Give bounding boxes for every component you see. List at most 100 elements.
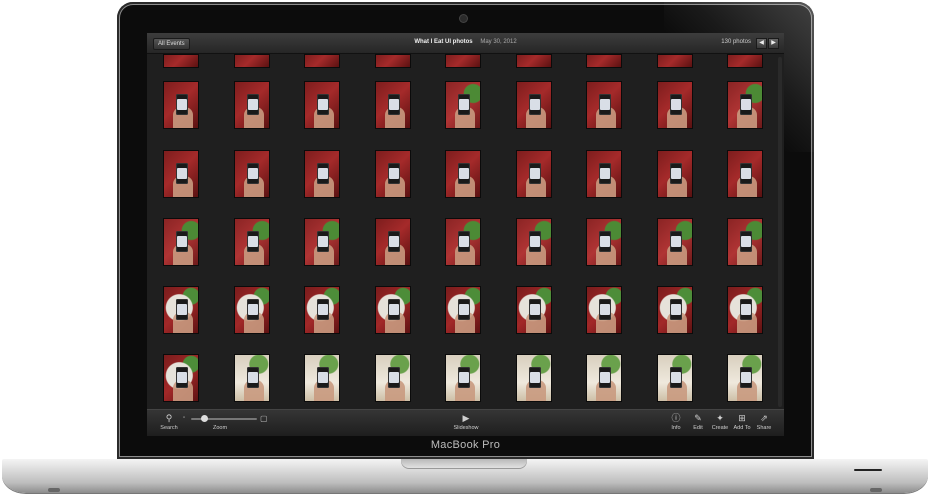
photo-thumbnail[interactable] xyxy=(727,218,763,266)
zoom-large-icon: ▢ xyxy=(260,414,268,423)
edit-label: Edit xyxy=(693,425,703,431)
photo-thumbnail[interactable] xyxy=(234,54,270,68)
opening-notch xyxy=(401,459,527,469)
all-events-button[interactable]: All Events xyxy=(153,38,190,50)
photo-thumbnail[interactable] xyxy=(516,218,552,266)
add-to-button[interactable]: ⊞ Add To xyxy=(728,413,756,431)
photo-thumbnail[interactable] xyxy=(375,150,411,198)
photo-thumbnail[interactable] xyxy=(586,54,622,68)
photo-thumbnail[interactable] xyxy=(234,150,270,198)
photo-thumbnail[interactable] xyxy=(727,286,763,334)
share-icon: ⇗ xyxy=(760,413,768,423)
photo-thumbnail[interactable] xyxy=(586,286,622,334)
photo-thumbnail[interactable] xyxy=(586,218,622,266)
photo-thumbnail[interactable] xyxy=(516,81,552,129)
info-label: Info xyxy=(671,425,681,431)
photo-thumbnail[interactable] xyxy=(516,354,552,402)
photo-thumbnail[interactable] xyxy=(516,54,552,68)
photo-thumbnail[interactable] xyxy=(163,286,199,334)
photo-thumbnail[interactable] xyxy=(375,354,411,402)
photo-thumbnail[interactable] xyxy=(234,286,270,334)
photo-thumbnail[interactable] xyxy=(375,81,411,129)
photo-thumbnail[interactable] xyxy=(163,81,199,129)
play-icon: ▶ xyxy=(462,413,470,423)
photo-thumbnail[interactable] xyxy=(445,286,481,334)
photo-thumbnail[interactable] xyxy=(375,54,411,68)
photo-thumbnail[interactable] xyxy=(375,286,411,334)
laptop-lid: All Events What I Eat UI photos May 30, … xyxy=(117,2,814,459)
photo-thumbnail[interactable] xyxy=(234,354,270,402)
bottom-toolbar: ⚲ Search ▫ ▢ Zoom ▶ Slideshow ⓘ Info ✎ E… xyxy=(147,409,784,436)
photo-thumbnail[interactable] xyxy=(657,354,693,402)
photo-thumbnail[interactable] xyxy=(163,54,199,68)
grid-scrollbar[interactable] xyxy=(778,57,782,407)
photo-thumbnail[interactable] xyxy=(304,81,340,129)
camera-icon xyxy=(460,15,467,22)
info-button[interactable]: ⓘ Info xyxy=(662,413,690,431)
photo-thumbnail[interactable] xyxy=(163,150,199,198)
photo-thumbnail[interactable] xyxy=(304,354,340,402)
search-icon: ⚲ xyxy=(165,413,173,423)
photo-thumbnail[interactable] xyxy=(445,150,481,198)
photo-thumbnail[interactable] xyxy=(727,81,763,129)
photo-thumbnail[interactable] xyxy=(375,218,411,266)
photo-thumbnail[interactable] xyxy=(727,150,763,198)
event-title-area: What I Eat UI photos May 30, 2012 xyxy=(147,39,784,45)
photo-thumbnail[interactable] xyxy=(516,150,552,198)
photo-thumbnail[interactable] xyxy=(586,150,622,198)
photo-count: 130 photos xyxy=(721,39,751,45)
create-button[interactable]: ✦ Create xyxy=(706,413,734,431)
edit-button[interactable]: ✎ Edit xyxy=(684,413,712,431)
photo-thumbnail[interactable] xyxy=(445,81,481,129)
share-button[interactable]: ⇗ Share xyxy=(750,413,778,431)
photo-thumbnail[interactable] xyxy=(163,218,199,266)
next-event-button[interactable]: ▶ xyxy=(768,38,779,49)
photo-thumbnail[interactable] xyxy=(304,54,340,68)
photo-thumbnail[interactable] xyxy=(445,54,481,68)
create-icon: ✦ xyxy=(716,413,724,423)
photo-thumbnail[interactable] xyxy=(657,286,693,334)
arrow-left-icon: ◀ xyxy=(759,40,764,46)
zoom-slider-knob[interactable] xyxy=(201,415,208,422)
photo-grid xyxy=(147,54,784,410)
arrow-right-icon: ▶ xyxy=(771,40,776,46)
photo-thumbnail[interactable] xyxy=(657,54,693,68)
rubber-foot xyxy=(870,488,882,492)
share-label: Share xyxy=(756,425,772,431)
photo-thumbnail[interactable] xyxy=(234,81,270,129)
photo-thumbnail[interactable] xyxy=(727,354,763,402)
zoom-small-icon: ▫ xyxy=(183,415,186,421)
slideshow-label: Slideshow xyxy=(453,425,479,431)
brand-label: MacBook Pro xyxy=(430,439,501,451)
sleep-indicator-light xyxy=(854,469,882,471)
search-label: Search xyxy=(160,425,178,431)
prev-event-button[interactable]: ◀ xyxy=(756,38,767,49)
event-date: May 30, 2012 xyxy=(480,39,517,45)
photo-thumbnail[interactable] xyxy=(163,354,199,402)
photo-thumbnail[interactable] xyxy=(657,81,693,129)
photo-thumbnail[interactable] xyxy=(727,54,763,68)
photo-thumbnail[interactable] xyxy=(586,81,622,129)
photo-thumbnail[interactable] xyxy=(516,286,552,334)
photo-thumbnail[interactable] xyxy=(304,286,340,334)
photo-thumbnail[interactable] xyxy=(657,150,693,198)
search-button[interactable]: ⚲ Search xyxy=(155,413,183,431)
photo-thumbnail[interactable] xyxy=(445,354,481,402)
zoom-slider[interactable] xyxy=(191,418,257,420)
rubber-foot xyxy=(48,488,60,492)
info-icon: ⓘ xyxy=(671,413,681,423)
laptop-base xyxy=(2,459,928,493)
iphoto-window: All Events What I Eat UI photos May 30, … xyxy=(147,33,784,436)
photo-thumbnail[interactable] xyxy=(586,354,622,402)
photo-thumbnail[interactable] xyxy=(445,218,481,266)
pencil-icon: ✎ xyxy=(694,413,702,423)
photo-thumbnail[interactable] xyxy=(304,218,340,266)
add-icon: ⊞ xyxy=(738,413,746,423)
photo-thumbnail[interactable] xyxy=(304,150,340,198)
photo-thumbnail[interactable] xyxy=(657,218,693,266)
create-label: Create xyxy=(711,425,729,431)
slideshow-button[interactable]: ▶ Slideshow xyxy=(449,413,483,431)
event-title: What I Eat UI photos xyxy=(414,39,473,45)
add-to-label: Add To xyxy=(733,425,751,431)
photo-thumbnail[interactable] xyxy=(234,218,270,266)
